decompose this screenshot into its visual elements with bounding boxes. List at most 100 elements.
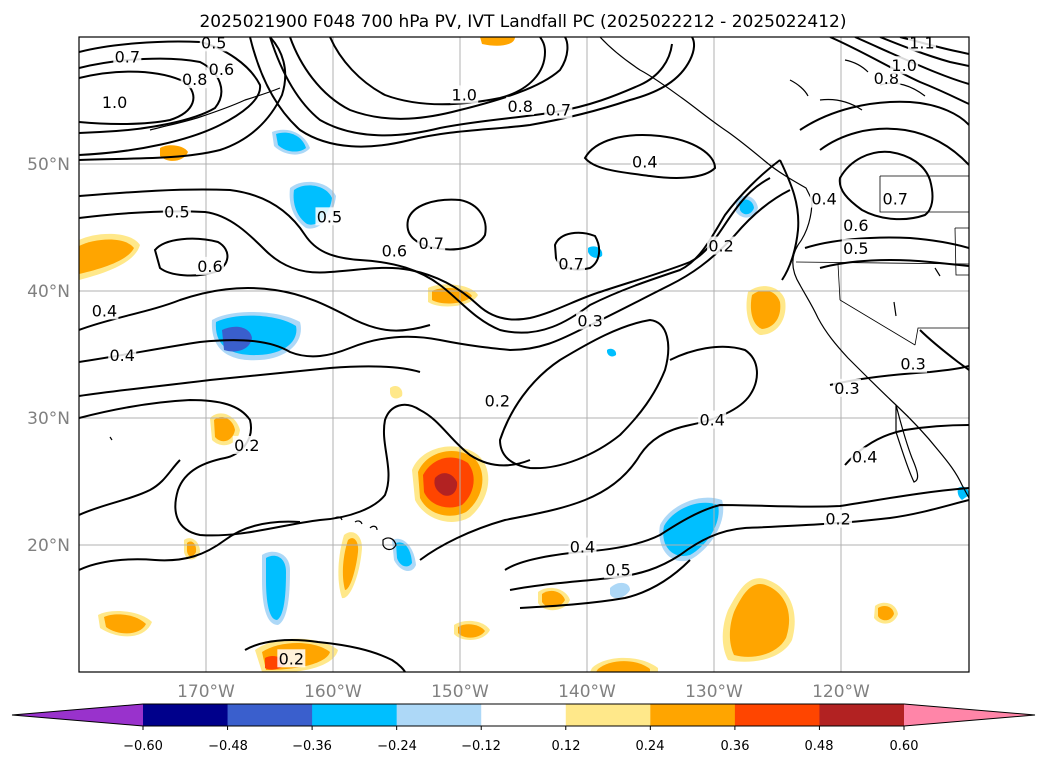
colorbar xyxy=(11,703,1036,730)
colorbar-segment xyxy=(734,704,820,726)
contour-label-bg xyxy=(557,254,586,273)
contour-label-bg xyxy=(162,202,191,221)
contour-label: 1.0 xyxy=(452,85,477,104)
contour-label: 0.7 xyxy=(546,101,571,120)
contour-label: 0.7 xyxy=(558,254,583,273)
contour-label: 0.6 xyxy=(209,60,234,79)
contour-label-bg xyxy=(483,391,512,410)
lat-tick: 40°N xyxy=(27,282,70,302)
contour-label: 0.5 xyxy=(843,239,868,258)
map-panel: 0.70.60.81.00.50.60.40.40.50.6 0.71.00.8 0… xyxy=(79,33,969,672)
contour-label-bg xyxy=(810,189,839,208)
contour-label: 0.5 xyxy=(317,207,342,226)
contour-label-bg xyxy=(232,435,261,454)
contour-label-bg xyxy=(417,234,446,253)
colorbar-segment xyxy=(481,704,567,726)
contour-label-bg xyxy=(832,378,861,397)
contour-label-bg xyxy=(630,152,659,171)
contour-label-bg xyxy=(100,93,129,112)
contour-label-bg xyxy=(315,207,344,226)
colorbar-tick: 0.12 xyxy=(552,739,581,754)
contour-label: 0.4 xyxy=(699,411,724,430)
contour-label: 0.6 xyxy=(197,257,222,276)
contour-label: 0.5 xyxy=(605,560,630,579)
coastlines xyxy=(109,37,969,551)
contour-label: 0.8 xyxy=(182,70,207,89)
map-frame xyxy=(78,36,970,673)
colorbar-extend-high xyxy=(904,704,1035,726)
contour-label-bg xyxy=(199,37,228,52)
contour-label: 0.2 xyxy=(279,649,304,668)
contour-label-bg xyxy=(576,311,605,330)
lon-tick: 130°W xyxy=(685,682,743,702)
contour-label: 0.3 xyxy=(834,379,859,398)
colorbar-segment xyxy=(565,704,651,726)
contour-label-bg xyxy=(850,447,879,466)
contour-label-bg xyxy=(450,85,479,104)
contour-label-bg xyxy=(195,256,224,275)
contour-label-bg xyxy=(544,100,573,119)
colorbar-tick: 0.36 xyxy=(721,739,750,754)
contour-label: 0.8 xyxy=(507,97,532,116)
contour-label: 0.3 xyxy=(900,355,925,374)
contour-label: 0.2 xyxy=(825,510,850,529)
contour-label: 0.3 xyxy=(577,311,602,330)
colorbar-segment xyxy=(312,704,398,726)
contour-label-bg xyxy=(113,47,142,66)
contour-label-bg xyxy=(90,301,119,320)
lon-tick: 150°W xyxy=(431,682,489,702)
colorbar-tick: 0.60 xyxy=(890,739,919,754)
contour-label-bg xyxy=(604,560,633,579)
colorbar-tick: −0.60 xyxy=(123,739,163,754)
colorbar-tick: −0.48 xyxy=(208,739,248,754)
lat-tick: 30°N xyxy=(27,409,70,429)
lon-tick: 140°W xyxy=(558,682,616,702)
contour-label-bg xyxy=(881,189,910,208)
colorbar-segment xyxy=(143,704,229,726)
contour-labels: 0.70.60.81.00.50.60.40.40.50.6 0.71.00.8 0… xyxy=(90,33,936,668)
lon-tick: 120°W xyxy=(812,682,870,702)
contour-label: 0.6 xyxy=(843,216,868,235)
longitude-ticks: 170°W 160°W 150°W 140°W 130°W 120°W xyxy=(177,682,870,702)
lat-tick: 20°N xyxy=(27,536,70,556)
lat-tick: 50°N xyxy=(27,155,70,175)
contour-label-bg xyxy=(824,509,853,528)
contour-label: 0.6 xyxy=(382,242,407,261)
lon-tick: 160°W xyxy=(304,682,362,702)
contour-label: 0.7 xyxy=(418,234,443,253)
contour-label-bg xyxy=(890,56,919,75)
contour-label: 0.4 xyxy=(852,447,877,466)
contour-label-bg xyxy=(180,70,209,89)
contour-label: 0.4 xyxy=(570,538,595,557)
contour-label-bg xyxy=(380,241,409,260)
colorbar-tick: 0.24 xyxy=(636,739,665,754)
contour-label: 1.1 xyxy=(909,33,934,52)
contour-label: 0.2 xyxy=(708,237,733,256)
contour-label-bg xyxy=(841,239,870,258)
contour-label-bg xyxy=(277,649,306,668)
colorbar-tick: −0.12 xyxy=(461,739,501,754)
contour-label: 0.7 xyxy=(115,47,140,66)
contour-label-bg xyxy=(506,96,535,115)
contour-label-bg xyxy=(841,216,870,235)
contour-label-bg xyxy=(698,410,727,429)
map-title: 2025021900 F048 700 hPa PV, IVT Landfall… xyxy=(199,12,846,32)
contour-label: 0.2 xyxy=(234,436,259,455)
contour-label: 1.0 xyxy=(891,56,916,75)
contour-label-bg xyxy=(907,37,936,52)
contour-label: 0.4 xyxy=(92,301,117,320)
contour-label-bg xyxy=(707,236,736,255)
colorbar-segment xyxy=(819,704,905,726)
contour-label: 0.2 xyxy=(485,391,510,410)
colorbar-segment xyxy=(650,704,736,726)
contour-label-bg xyxy=(108,345,137,364)
colorbar-tick: −0.36 xyxy=(292,739,332,754)
contour-label: 0.5 xyxy=(201,33,226,52)
latitude-ticks: 50°N 40°N 30°N 20°N xyxy=(27,155,70,556)
colorbar-segment xyxy=(227,704,313,726)
colorbar-tick: −0.24 xyxy=(377,739,417,754)
contour-label: 0.5 xyxy=(164,202,189,221)
colorbar-extend-low xyxy=(12,704,143,726)
contour-label: 0.4 xyxy=(110,346,135,365)
